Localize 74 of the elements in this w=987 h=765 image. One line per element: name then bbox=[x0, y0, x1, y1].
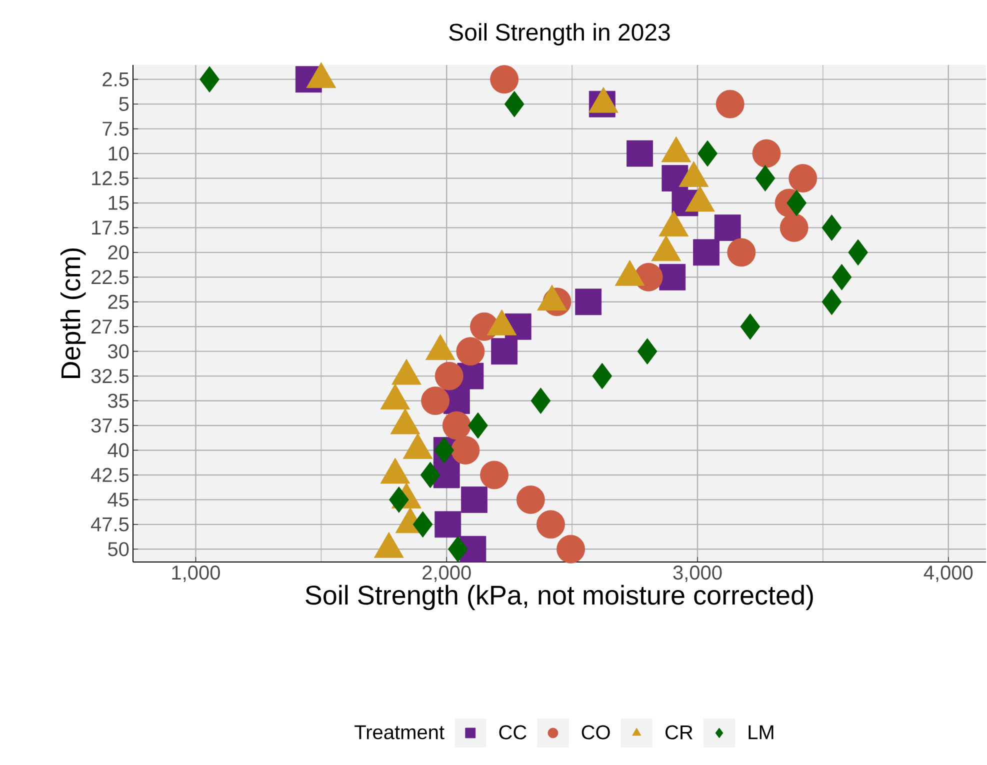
point bbox=[491, 338, 518, 365]
point bbox=[490, 65, 519, 94]
y-tick-label: 5 bbox=[119, 97, 129, 112]
y-tick-label: 30 bbox=[108, 344, 129, 358]
point bbox=[755, 165, 776, 192]
point bbox=[693, 239, 720, 266]
point bbox=[200, 66, 220, 93]
y-tick-label: 25 bbox=[108, 294, 129, 309]
x-tick-label: 4,000 bbox=[924, 566, 973, 582]
point bbox=[456, 337, 485, 366]
point bbox=[659, 264, 686, 290]
legend-title: Treatment bbox=[354, 725, 444, 740]
y-tick-label: 17.5 bbox=[92, 220, 129, 235]
point bbox=[442, 411, 471, 440]
legend-label: CR bbox=[666, 725, 692, 740]
point bbox=[714, 214, 741, 241]
point bbox=[832, 264, 852, 290]
point bbox=[516, 485, 545, 514]
y-tick-label: 50 bbox=[108, 542, 129, 556]
y-axis-title: Depth (cm) bbox=[60, 248, 86, 378]
y-tick-label: 22.5 bbox=[92, 270, 129, 284]
y-tick-label: 10 bbox=[108, 146, 129, 161]
point bbox=[848, 239, 868, 266]
y-tick-label: 45 bbox=[108, 492, 129, 507]
point bbox=[556, 534, 585, 564]
y-tick-label: 47.5 bbox=[90, 517, 129, 532]
point bbox=[698, 140, 718, 167]
point bbox=[727, 238, 756, 267]
point bbox=[780, 213, 808, 242]
x-axis-title: Soil Strength (kPa, not moisture corrected) bbox=[306, 584, 813, 610]
point bbox=[786, 190, 807, 216]
point bbox=[530, 388, 551, 414]
legend-label: LM bbox=[748, 725, 774, 740]
point bbox=[637, 338, 658, 365]
point bbox=[451, 436, 480, 464]
y-tick-label: 2.5 bbox=[102, 72, 129, 86]
point bbox=[626, 140, 653, 167]
point bbox=[740, 313, 760, 340]
chart-title: Soil Strength in 2023 bbox=[449, 23, 670, 46]
point bbox=[480, 460, 508, 490]
point bbox=[752, 139, 781, 168]
y-tick-label: 20 bbox=[108, 245, 129, 260]
point bbox=[822, 288, 842, 316]
legend-label: CO bbox=[582, 725, 610, 740]
y-tick-label: 37.5 bbox=[91, 418, 129, 433]
point bbox=[788, 164, 818, 192]
point bbox=[421, 386, 450, 415]
y-tick-label: 40 bbox=[108, 443, 129, 458]
point bbox=[716, 90, 744, 118]
point bbox=[592, 362, 612, 390]
point bbox=[504, 90, 524, 118]
x-tick-label: 1,000 bbox=[172, 566, 220, 582]
point bbox=[822, 214, 842, 241]
y-tick-label: 35 bbox=[108, 394, 129, 408]
point bbox=[420, 462, 440, 488]
y-tick-label: 15 bbox=[108, 196, 129, 210]
x-tick-label: 2,000 bbox=[422, 566, 471, 582]
y-tick-label: 12.5 bbox=[92, 171, 129, 186]
x-tick-label: 3,000 bbox=[673, 566, 722, 582]
point bbox=[434, 362, 464, 390]
point bbox=[575, 288, 602, 316]
point bbox=[412, 511, 433, 538]
point bbox=[388, 486, 409, 513]
point bbox=[434, 511, 462, 538]
y-tick-label: 32.5 bbox=[91, 368, 129, 384]
legend-label: CC bbox=[499, 725, 526, 740]
y-tick-label: 27.5 bbox=[92, 320, 129, 334]
y-tick-label: 7.5 bbox=[102, 122, 129, 136]
point bbox=[468, 412, 488, 439]
y-tick-label: 42.5 bbox=[90, 468, 129, 482]
point bbox=[434, 437, 454, 464]
point bbox=[536, 510, 565, 539]
point bbox=[461, 486, 488, 513]
point bbox=[448, 536, 468, 562]
